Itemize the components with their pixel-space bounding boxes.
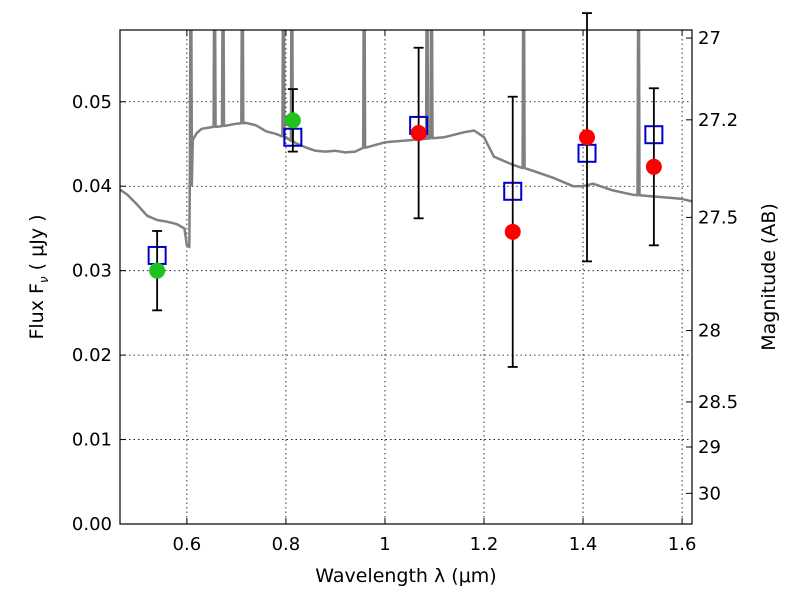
data-points xyxy=(147,12,664,368)
x-tick-label: 0.6 xyxy=(173,534,202,555)
y-tick-label: 0.02 xyxy=(72,345,112,366)
grid xyxy=(120,30,692,525)
y-axis-label: Flux Fν ( μJy ) xyxy=(26,214,51,339)
right-axis-label: Magnitude (AB) xyxy=(758,203,780,351)
y-axis-label-sub: ν xyxy=(37,276,51,283)
observed-point xyxy=(504,223,521,240)
observed-point xyxy=(579,129,596,146)
y-tick-label: 0.04 xyxy=(72,176,112,197)
y-axis-label-main: Flux F xyxy=(26,283,48,339)
plot-frame xyxy=(119,29,693,525)
axis-ticks: 0.6 0.8 1 1.2 1.4 1.6 0.00 0.01 0.02 0.03 0.04 0.05… xyxy=(72,28,738,555)
observed-point xyxy=(284,112,301,129)
x-tick-label: 1.2 xyxy=(470,534,499,555)
observed-point xyxy=(410,125,427,142)
x-tick-label: 1 xyxy=(379,534,390,555)
observed-point xyxy=(149,262,166,279)
x-tick-label: 1.6 xyxy=(668,534,697,555)
mag-tick-label: 30 xyxy=(698,483,721,504)
model-sed-line xyxy=(120,30,692,249)
mag-tick-label: 28 xyxy=(698,321,721,342)
observed-point xyxy=(645,158,662,175)
mag-tick-label: 27 xyxy=(698,28,721,49)
y-tick-label: 0.03 xyxy=(72,261,112,282)
x-tick-label: 1.4 xyxy=(569,534,598,555)
mag-tick-label: 28.5 xyxy=(698,392,738,413)
mag-tick-label: 27.2 xyxy=(698,110,738,131)
x-axis-label: Wavelength λ (μm) xyxy=(315,565,496,587)
y-tick-label: 0.00 xyxy=(72,514,112,535)
mag-tick-label: 27.5 xyxy=(698,207,738,228)
x-tick-label: 0.8 xyxy=(272,534,301,555)
y-tick-label: 0.05 xyxy=(72,92,112,113)
mag-tick-label: 29 xyxy=(698,437,721,458)
y-axis-label-unit: ( μJy ) xyxy=(26,214,48,276)
y-tick-label: 0.01 xyxy=(72,430,112,451)
